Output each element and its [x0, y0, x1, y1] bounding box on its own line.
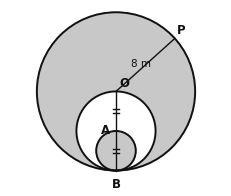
Circle shape: [37, 12, 194, 171]
Text: A: A: [101, 124, 110, 137]
Text: P: P: [176, 24, 185, 37]
Circle shape: [76, 91, 155, 171]
Text: O: O: [119, 77, 129, 90]
Text: B: B: [111, 179, 120, 191]
Circle shape: [96, 131, 135, 171]
Text: 8 m: 8 m: [131, 59, 151, 69]
